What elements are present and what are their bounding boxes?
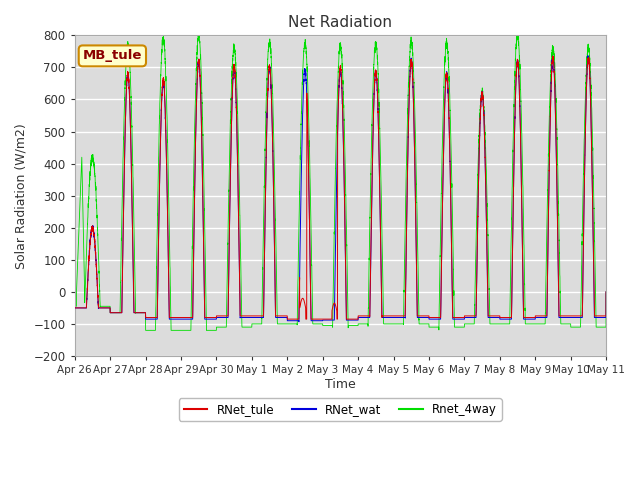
RNet_tule [460,314,467,320]
RNet_tule [602,289,610,295]
RNet_wat [252,314,259,320]
RNet_tule [580,215,588,220]
Rnet_4way [514,27,522,33]
Y-axis label: Solar Radiation (W/m2): Solar Radiation (W/m2) [15,123,28,268]
RNet_tule [252,313,259,319]
RNet_wat [602,289,610,295]
RNet_wat [323,317,330,323]
Rnet_4way [252,321,259,327]
Rnet_4way [573,324,581,330]
Rnet_4way [71,303,79,309]
RNet_tule [342,316,350,322]
RNet_tule [573,313,581,319]
Rnet_4way [203,327,211,333]
RNet_tule [549,53,557,59]
RNet_wat [295,319,303,324]
RNet_wat [580,220,588,226]
Rnet_4way [460,324,467,330]
X-axis label: Time: Time [325,378,356,391]
Line: Rnet_4way: Rnet_4way [75,30,606,330]
RNet_wat [71,305,79,311]
RNet_tule [71,305,79,311]
Rnet_4way [580,153,588,158]
Rnet_4way [474,161,482,167]
RNet_tule [474,197,482,203]
RNet_wat [460,316,467,322]
Rnet_4way [602,289,610,295]
RNet_wat [573,314,581,320]
Rnet_4way [323,323,330,328]
Text: MB_tule: MB_tule [83,49,142,62]
RNet_wat [474,199,482,205]
RNet_tule [323,316,330,322]
Legend: RNet_tule, RNet_wat, Rnet_4way: RNet_tule, RNet_wat, Rnet_4way [179,398,502,420]
RNet_wat [584,53,592,59]
Line: RNet_tule: RNet_tule [75,56,606,319]
Title: Net Radiation: Net Radiation [289,15,392,30]
Line: RNet_wat: RNet_wat [75,56,606,322]
